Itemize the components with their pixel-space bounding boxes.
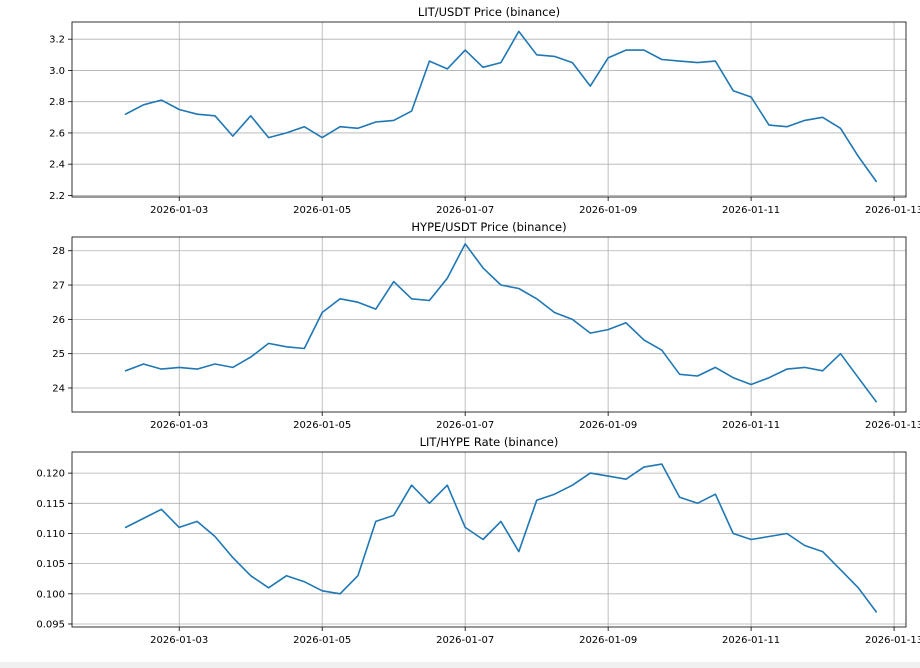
- y-tick-label: 27: [52, 281, 65, 292]
- panel-lit-usdt-price: 2026-01-03 2026-01-05 2026-01-07 2026-01-09…: [49, 5, 920, 216]
- bottom-strip: [0, 662, 920, 668]
- x-tick-label: 2026-01-13: [865, 420, 920, 431]
- y-tick-label: 2.6: [49, 128, 65, 139]
- chart-title: HYPE/USDT Price (binance): [411, 220, 566, 234]
- y-tick-label: 26: [52, 315, 65, 326]
- y-tick-label: 3.0: [49, 66, 65, 77]
- y-tick-label: 0.095: [36, 619, 65, 630]
- panel-lit-hype-rate: 2026-01-03 2026-01-05 2026-01-07 2026-01-09…: [36, 435, 920, 646]
- y-tick-label: 0.105: [36, 559, 65, 570]
- y-tick-label: 25: [52, 349, 65, 360]
- axes-frame: [71, 21, 907, 198]
- chart-title: LIT/HYPE Rate (binance): [420, 435, 559, 449]
- x-tick-label: 2026-01-09: [579, 635, 637, 646]
- y-tick-label: 3.2: [49, 35, 65, 46]
- x-tick-label: 2026-01-07: [436, 635, 494, 646]
- y-tick-label: 0.100: [36, 589, 65, 600]
- x-tick-label: 2026-01-05: [293, 635, 351, 646]
- series-line: [124, 30, 878, 183]
- y-tick-label: 28: [52, 246, 65, 257]
- y-tick-label: 0.110: [36, 529, 65, 540]
- x-tick-label: 2026-01-13: [865, 635, 920, 646]
- series-line: [124, 463, 878, 613]
- chart-title: LIT/USDT Price (binance): [418, 5, 560, 19]
- y-tick-label: 2.8: [49, 97, 65, 108]
- x-tick-label: 2026-01-03: [150, 420, 208, 431]
- series-line: [124, 243, 878, 403]
- x-tick-label: 2026-01-09: [579, 420, 637, 431]
- axes-frame: [71, 236, 907, 413]
- x-tick-label: 2026-01-05: [293, 420, 351, 431]
- panel-hype-usdt-price: 2026-01-03 2026-01-05 2026-01-07 2026-01-09…: [52, 220, 920, 431]
- x-tick-label: 2026-01-11: [722, 420, 780, 431]
- x-tick-label: 2026-01-03: [150, 635, 208, 646]
- y-tick-label: 0.120: [36, 469, 65, 480]
- x-tick-label: 2026-01-03: [150, 205, 208, 216]
- axes-frame: [71, 451, 907, 628]
- y-tick-label: 2.4: [49, 160, 65, 171]
- x-tick-label: 2026-01-09: [579, 205, 637, 216]
- x-tick-label: 2026-01-11: [722, 205, 780, 216]
- x-tick-label: 2026-01-07: [436, 420, 494, 431]
- x-tick-label: 2026-01-05: [293, 205, 351, 216]
- y-tick-label: 0.115: [36, 499, 65, 510]
- x-tick-label: 2026-01-11: [722, 635, 780, 646]
- y-tick-label: 2.2: [49, 191, 65, 202]
- x-tick-label: 2026-01-13: [865, 205, 920, 216]
- y-tick-label: 24: [52, 383, 65, 394]
- x-tick-label: 2026-01-07: [436, 205, 494, 216]
